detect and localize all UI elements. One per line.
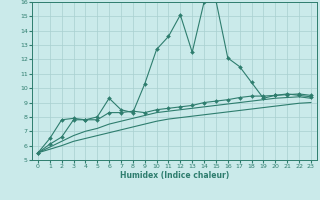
X-axis label: Humidex (Indice chaleur): Humidex (Indice chaleur) xyxy=(120,171,229,180)
